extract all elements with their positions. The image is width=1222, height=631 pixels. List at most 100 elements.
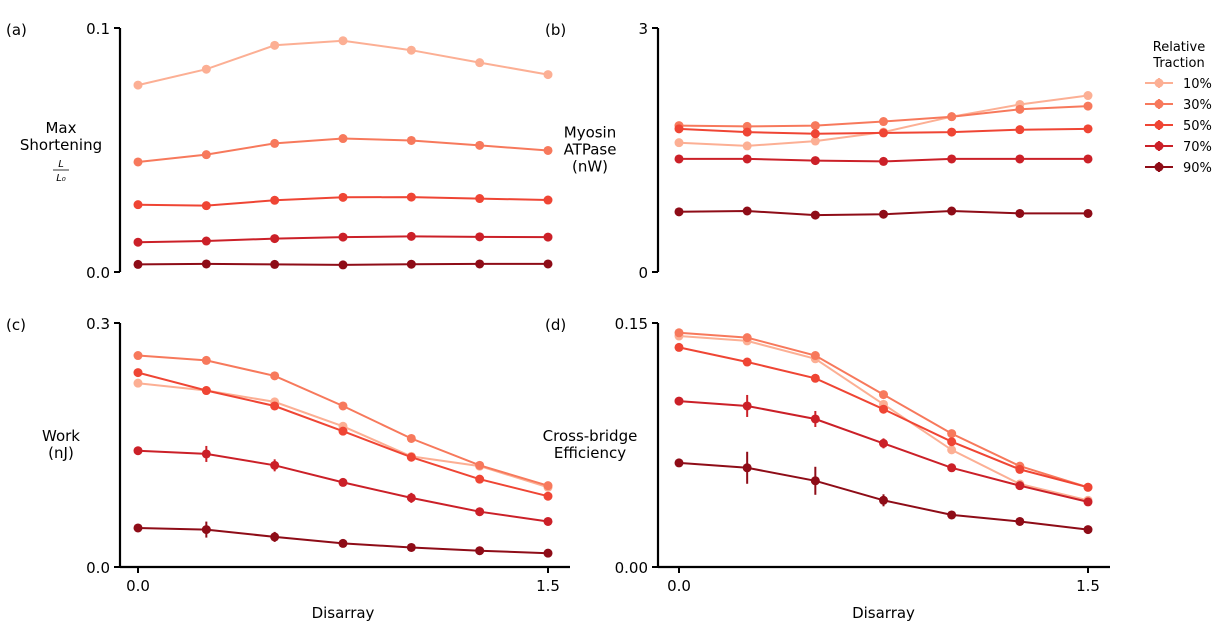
series-line <box>137 354 549 487</box>
data-point <box>1083 154 1093 164</box>
legend-label: 50% <box>1183 119 1212 134</box>
data-point <box>879 404 888 414</box>
data-point <box>475 474 485 484</box>
series-10pct <box>674 331 1093 505</box>
data-point <box>879 117 888 127</box>
legend-item: 30% <box>1145 98 1212 113</box>
data-point <box>947 463 957 473</box>
x-axis-label: Disarray <box>312 604 375 622</box>
data-point <box>201 525 211 535</box>
data-point <box>674 396 684 406</box>
data-point <box>879 128 888 138</box>
y-axis-label-line: (nJ) <box>48 444 74 462</box>
x-tick-label: 0.0 <box>667 577 691 595</box>
data-point <box>947 206 957 216</box>
series-line <box>678 400 1089 503</box>
data-point <box>201 355 211 365</box>
series-90pct <box>133 521 553 558</box>
data-point <box>742 141 752 151</box>
data-point <box>406 259 416 269</box>
data-point <box>810 121 820 131</box>
data-point <box>674 207 684 217</box>
data-point <box>543 259 553 269</box>
data-point <box>1015 154 1025 164</box>
data-point <box>674 458 684 468</box>
data-point <box>879 209 888 219</box>
data-point <box>1083 525 1093 535</box>
chart-panel-d: (d) 0.00 0.15 0.0 1.5 Disarray Cross-bridgeEff… <box>543 315 1110 622</box>
data-point <box>1083 91 1093 101</box>
data-point <box>338 192 348 202</box>
data-point <box>947 154 957 164</box>
data-point <box>810 373 820 383</box>
data-point <box>133 259 143 269</box>
data-point <box>879 156 888 166</box>
series-70pct <box>674 154 1093 166</box>
data-point <box>338 260 348 270</box>
y-axis-label-line: Max <box>45 119 76 137</box>
series-30pct <box>133 134 553 167</box>
y-tick-label: 0.15 <box>615 315 648 333</box>
series-50pct <box>674 342 1093 492</box>
data-point <box>1083 497 1093 507</box>
panel-label: (b) <box>545 21 566 39</box>
y-tick-label: 0 <box>638 264 648 282</box>
series-50pct <box>133 368 553 501</box>
y-axis-label-line: (nW) <box>572 158 608 176</box>
legend-label: 90% <box>1183 161 1212 176</box>
series-90pct <box>674 206 1093 220</box>
data-point <box>270 532 280 542</box>
legend-item: 70% <box>1145 140 1212 155</box>
data-point <box>201 449 211 459</box>
data-point <box>270 195 280 205</box>
data-point <box>742 333 752 343</box>
data-point <box>270 401 280 411</box>
data-point <box>338 538 348 548</box>
y-axis-label-line: Cross-bridge <box>543 427 638 445</box>
data-point <box>674 154 684 164</box>
data-point <box>338 426 348 436</box>
y-label-numerator: L <box>58 159 64 170</box>
series-70pct <box>133 231 553 247</box>
data-point <box>742 401 752 411</box>
data-point <box>947 510 957 520</box>
data-point <box>406 493 416 503</box>
panel-label: (c) <box>6 316 26 334</box>
data-point <box>1083 124 1093 134</box>
data-point <box>1083 101 1093 111</box>
data-point <box>270 138 280 148</box>
data-point <box>742 463 752 473</box>
data-point <box>543 145 553 155</box>
y-axis-label-line: ATPase <box>564 141 617 159</box>
legend-label: 10% <box>1183 77 1212 92</box>
data-point <box>201 386 211 396</box>
legend-item: 10% <box>1145 77 1212 92</box>
data-point <box>338 134 348 144</box>
data-point <box>1015 104 1025 114</box>
y-tick-label: 3 <box>638 20 648 38</box>
data-point <box>201 201 211 211</box>
legend-marker <box>1154 99 1164 109</box>
series-50pct <box>674 124 1093 139</box>
data-point <box>475 259 485 269</box>
data-point <box>947 127 957 137</box>
data-point <box>947 445 957 455</box>
data-point <box>1015 516 1025 526</box>
data-point <box>406 433 416 443</box>
series-10pct <box>133 36 553 90</box>
y-label-denominator: L₀ <box>56 173 66 184</box>
data-point <box>133 368 143 378</box>
data-point <box>947 429 957 439</box>
data-point <box>475 546 485 556</box>
data-point <box>1015 481 1025 491</box>
series-30pct <box>133 351 553 491</box>
data-point <box>674 328 684 338</box>
data-point <box>742 154 752 164</box>
data-point <box>543 481 553 491</box>
y-axis-label-line: Efficiency <box>554 444 626 462</box>
y-tick-label: 0.0 <box>86 264 110 282</box>
x-axis-label: Disarray <box>852 604 915 622</box>
data-point <box>133 200 143 210</box>
data-point <box>947 437 957 447</box>
